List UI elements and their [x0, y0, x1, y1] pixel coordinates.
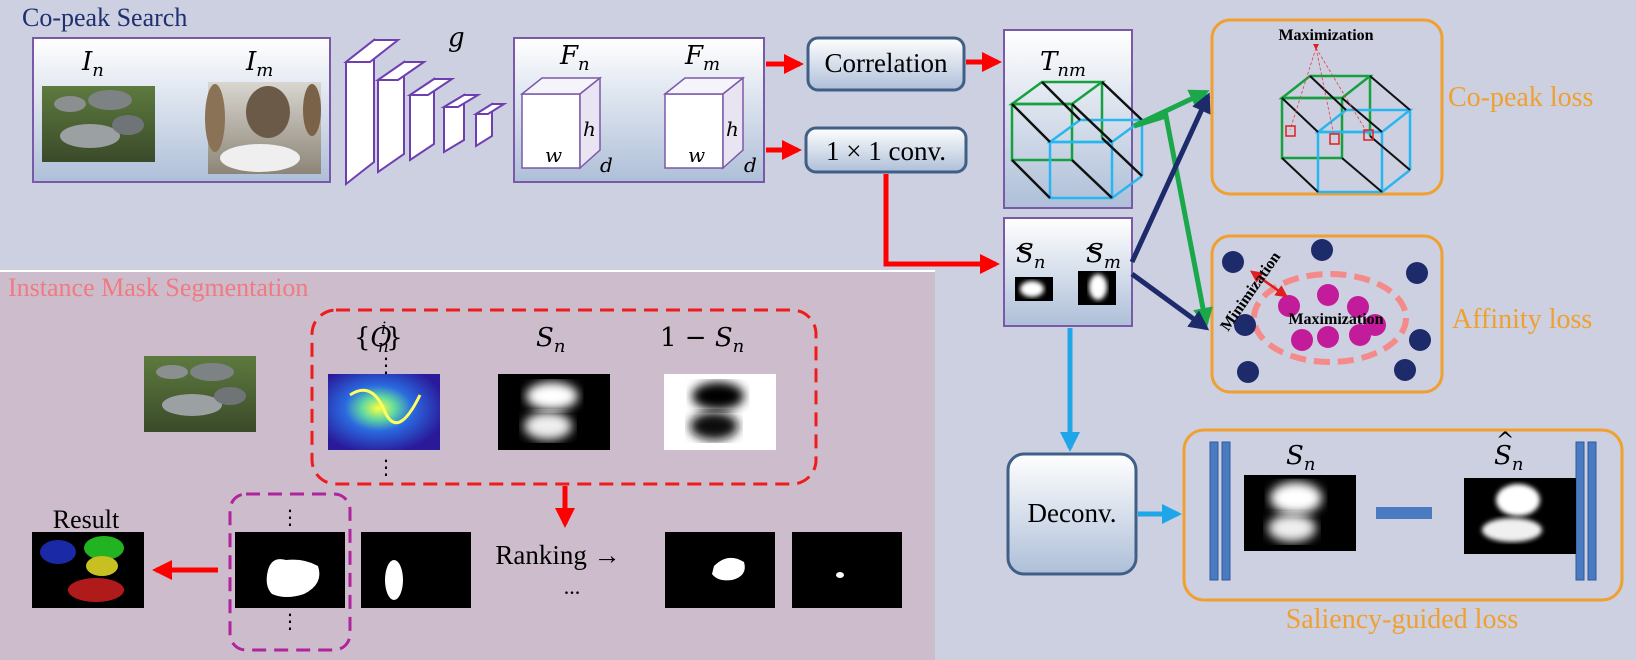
copeak-loss-box	[1210, 18, 1444, 196]
saliency-loss-minus-bar	[1376, 507, 1432, 519]
proposals-dots-top: ⋮	[376, 353, 396, 377]
saliency-small-Sn-label: Sn	[1016, 239, 1045, 273]
instance-one-minus-Sn-label: 1 − Sn	[660, 323, 744, 357]
input-image-sheep-snow	[205, 82, 321, 174]
affinity-inner-dots	[1278, 284, 1386, 351]
selected-mask-dashed-box	[228, 492, 352, 652]
feature-Fm-w: w	[688, 143, 705, 167]
result-segmentation-image	[32, 532, 144, 608]
feature-cube-Fn	[519, 76, 603, 170]
affinity-min-arrow	[1249, 270, 1289, 298]
deconv-label: Deconv.	[1028, 498, 1117, 528]
ranking-label: Ranking →	[495, 540, 620, 570]
saliency-small-Sm-tilde: ~	[1084, 234, 1104, 262]
affinity-dashed-ring	[1251, 271, 1409, 365]
backbone-label: g	[448, 23, 465, 53]
saliency-loss-Sn-map	[1244, 475, 1356, 551]
backbone-network	[343, 37, 508, 187]
proposals-On-label: {Oni}	[354, 319, 403, 357]
arrow-conv-to-saliency	[883, 174, 1000, 274]
feature-Fm-label: Fm	[684, 41, 720, 75]
saliency-loss-Sn-hat-map	[1464, 478, 1576, 554]
correlation-label: Correlation	[825, 48, 948, 78]
instance-input-image	[144, 356, 256, 432]
arrow-saliency-to-copeak-loss	[1129, 92, 1211, 264]
mask-4	[792, 532, 902, 608]
input-Im-label: Im	[245, 47, 273, 81]
tensor-Tnm-label: Tnm	[1040, 47, 1086, 81]
saliency-small-Sm-label: Sm	[1086, 239, 1121, 273]
instance-one-minus-Sn-map	[664, 374, 776, 450]
instance-Sn-label: Sn	[536, 323, 565, 357]
deconv-box	[1006, 452, 1138, 576]
saliency-loss-Sn-label: Sn	[1286, 441, 1315, 475]
feature-Fm-d: d	[744, 153, 757, 177]
arrow-saliency-to-affinity-loss	[1130, 271, 1210, 331]
selected-dots-bottom: ⋮	[280, 609, 300, 633]
mask-1	[235, 532, 345, 608]
instance-Sn-map	[498, 374, 610, 450]
saliency-loss-label: Saliency-guided loss	[1286, 604, 1519, 635]
correlation-box	[806, 36, 966, 92]
copeak-loss-label: Co-peak loss	[1448, 82, 1593, 113]
saliency-small-map-m	[1078, 271, 1116, 305]
copeak-section-title: Co-peak Search	[22, 3, 187, 32]
proposals-dashed-box	[310, 308, 818, 486]
feature-cube-Fm	[662, 76, 746, 170]
selected-dots-top: ⋮	[280, 505, 300, 529]
feature-Fn-label: Fn	[559, 41, 590, 75]
ranking-ellipsis: ...	[564, 574, 581, 599]
input-image-sheep-field	[42, 86, 155, 162]
conv-label: 1 × 1 conv.	[826, 136, 946, 166]
input-In-label: In	[81, 47, 104, 81]
feature-Fn-d: d	[600, 153, 613, 177]
feature-Fm-h: h	[726, 117, 739, 141]
result-label: Result	[53, 505, 120, 534]
saliency-small-Sn-tilde: ~	[1014, 234, 1034, 262]
copeak-4d-cube	[1278, 44, 1414, 194]
proposals-heatmap	[328, 374, 440, 450]
tensor-4d-cube	[1008, 80, 1146, 200]
affinity-loss-label: Affinity loss	[1452, 304, 1592, 335]
saliency-loss-Sn-hat-caret: ^	[1496, 429, 1514, 454]
feature-Fn-h: h	[583, 117, 596, 141]
proposals-dots-bottom: ⋮	[376, 455, 396, 479]
conv-box	[804, 126, 968, 174]
saliency-small-map-n	[1015, 277, 1053, 301]
mask-3	[665, 532, 775, 608]
instance-section-title: Instance Mask Segmentation	[8, 273, 308, 302]
saliency-loss-left-bars	[1209, 441, 1231, 581]
mask-2	[361, 532, 471, 608]
saliency-loss-Sn-hat-label: Sn	[1494, 441, 1523, 475]
affinity-outer-dots	[1222, 239, 1431, 383]
affinity-maximization-label: Maximization	[1288, 311, 1383, 328]
feature-Fn-w: w	[545, 143, 562, 167]
copeak-maximization-label: Maximization	[1278, 27, 1373, 44]
